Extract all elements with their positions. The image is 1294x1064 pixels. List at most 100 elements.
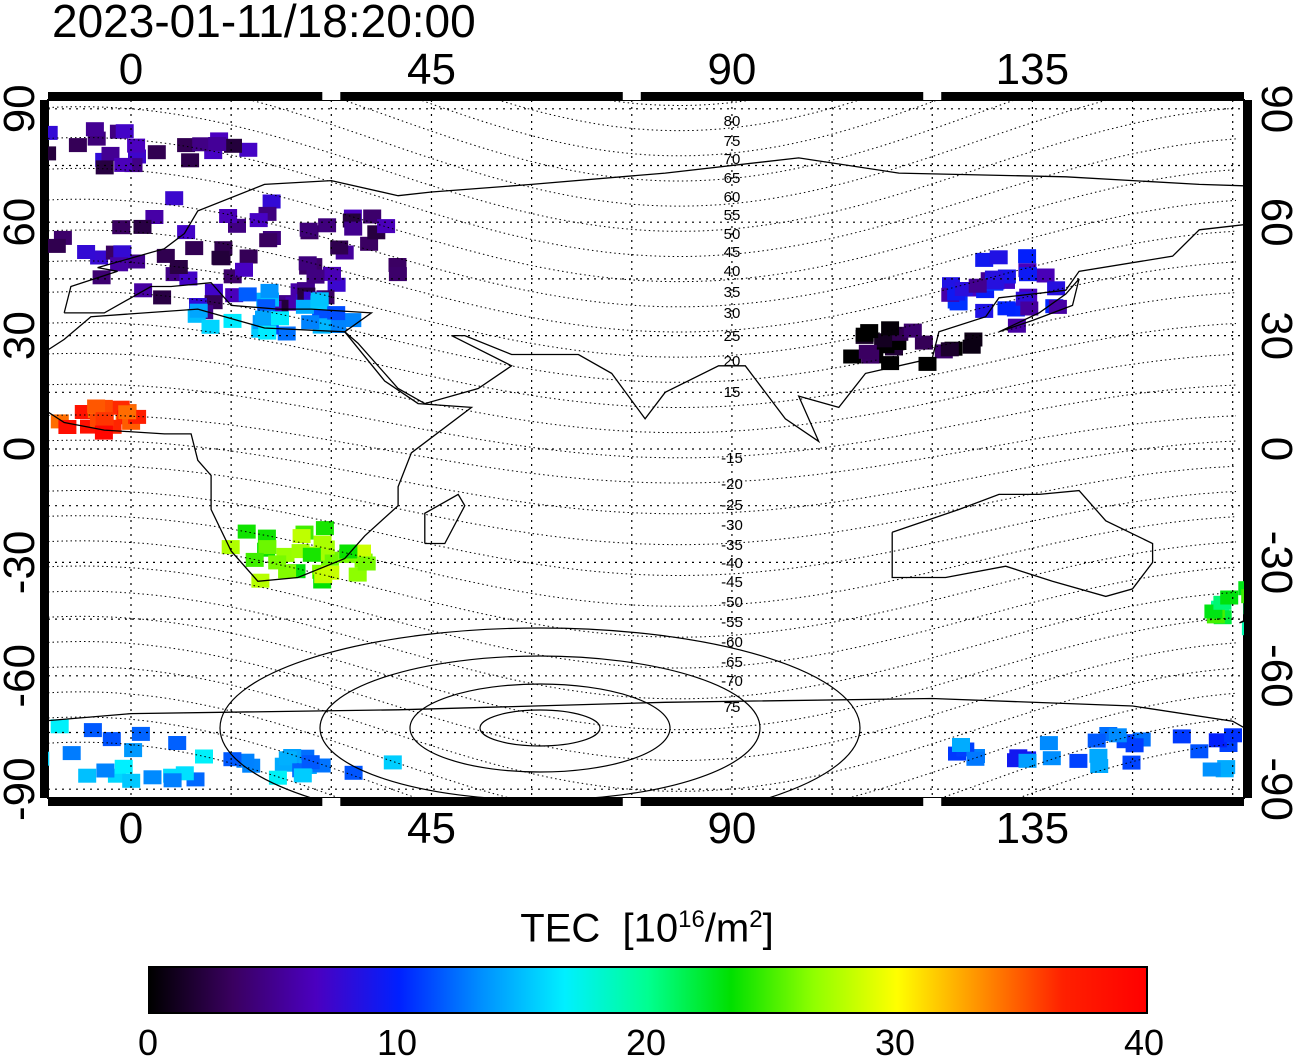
tec-cell — [131, 726, 150, 741]
tec-cell — [321, 565, 340, 580]
tec-cell — [383, 755, 402, 770]
tec-cell — [1018, 753, 1037, 768]
bottom-axis-bar — [48, 798, 1244, 806]
tec-cell — [260, 283, 279, 298]
tec-cell — [177, 138, 196, 153]
polar-contour — [319, 655, 761, 798]
coastline — [998, 278, 1080, 333]
contour-label: 20 — [724, 353, 741, 370]
tec-cell — [112, 220, 131, 235]
contour-line — [48, 716, 1237, 798]
tec-cell — [95, 412, 114, 427]
tec-cell — [903, 323, 922, 338]
coastline — [48, 697, 1244, 729]
contour-label: 45 — [724, 244, 741, 261]
lat-tick-label-left: 30 — [0, 311, 44, 360]
colorbar-title: TEC [1016/m2] — [520, 906, 774, 951]
tec-cell — [257, 299, 276, 314]
tec-cell — [195, 749, 213, 764]
tec-cell — [165, 191, 184, 206]
contour-line — [48, 198, 1237, 308]
tec-cell — [353, 544, 371, 559]
lat-tick-label-left: 90 — [0, 84, 44, 133]
lon-tick-label-top: 0 — [119, 45, 143, 94]
contour-line — [48, 590, 1237, 700]
tec-cell — [268, 770, 287, 785]
lat-tick-label-right: 90 — [1252, 84, 1294, 133]
tec-cell — [1125, 738, 1144, 753]
tec-cell — [48, 238, 66, 253]
tec-cell — [1202, 762, 1221, 777]
tec-cell — [327, 277, 346, 292]
contour-line — [48, 414, 1237, 484]
tec-cell — [1208, 733, 1227, 748]
top-axis-bar — [48, 92, 1244, 100]
tec-cell — [68, 138, 87, 153]
tec-cell — [102, 732, 121, 747]
tec-cell — [328, 319, 347, 333]
tec-cell — [323, 266, 341, 281]
lat-tick-label-right: 0 — [1252, 437, 1294, 461]
tec-cell — [113, 245, 132, 260]
tec-cell — [163, 773, 182, 788]
tec-cell — [989, 250, 1008, 265]
tec-cell — [255, 310, 273, 325]
tec-cell — [83, 723, 102, 738]
tec-cell — [388, 267, 407, 282]
lat-tick-label-left: -60 — [0, 644, 44, 708]
contour-line — [48, 291, 1237, 383]
polar-contour — [219, 627, 861, 798]
contour-line — [48, 490, 1237, 576]
lon-tick-gap — [622, 798, 641, 806]
contour-line — [603, 100, 755, 107]
lat-tick-label-right: -30 — [1252, 531, 1294, 595]
polar-contour — [409, 683, 671, 773]
lon-tick-label-top: 45 — [407, 45, 456, 94]
contour-label: -20 — [721, 476, 743, 493]
colorbar-tick-label: 20 — [625, 1022, 667, 1063]
tec-cell — [115, 124, 134, 139]
contour-line — [48, 136, 1237, 257]
tec-cell — [7, 144, 25, 158]
contour-label: -45 — [721, 574, 743, 591]
tec-cell — [147, 145, 166, 160]
lat-tick-label-right: -90 — [1252, 757, 1294, 821]
contour-line — [48, 322, 1237, 408]
tec-cell — [1272, 739, 1290, 753]
tec-cell — [201, 319, 220, 334]
tec-cell — [1217, 760, 1236, 775]
tec-cell — [299, 222, 318, 237]
right-axis-bar — [1244, 100, 1252, 798]
tec-cell — [363, 209, 382, 224]
contour-label: 25 — [724, 328, 741, 345]
contour-label: -30 — [721, 517, 743, 534]
tec-cell — [271, 311, 289, 326]
tec-cell — [344, 765, 363, 780]
contour-label: 50 — [724, 226, 741, 243]
contour-line — [48, 383, 1237, 459]
tec-cell — [1243, 600, 1244, 615]
tec-cell — [301, 315, 320, 330]
tec-cell — [114, 759, 133, 774]
contour-line — [48, 640, 1237, 761]
tec-cell — [208, 137, 227, 151]
lat-tick-label-right: 60 — [1252, 198, 1294, 247]
tec-cell — [204, 283, 223, 298]
tec-cell — [114, 157, 133, 172]
tec-cell — [1263, 610, 1281, 624]
tec-cell — [96, 763, 115, 778]
tec-cell — [127, 138, 146, 153]
tec-cell — [238, 287, 257, 302]
contour-label: -40 — [721, 555, 743, 572]
contour-line — [48, 229, 1237, 333]
tec-cell — [1018, 249, 1037, 264]
contour-label: -70 — [721, 673, 743, 690]
contour-label: 35 — [724, 284, 741, 301]
contour-line — [48, 260, 1237, 358]
tec-cell — [843, 349, 862, 364]
tec-cell — [357, 556, 376, 571]
left-axis-bar — [40, 100, 48, 798]
tec-map: 0045459090135135180180-135-135-90-90-45-… — [0, 45, 1294, 853]
lon-tick-label-bottom: 0 — [119, 804, 143, 853]
tec-cell — [1069, 753, 1088, 768]
